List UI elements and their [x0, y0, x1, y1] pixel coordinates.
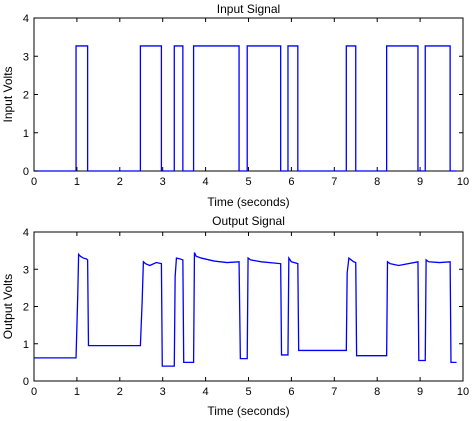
x-tick-label: 5 [245, 176, 251, 188]
x-tick-label: 8 [374, 386, 380, 398]
x-tick-label: 10 [457, 176, 469, 188]
y-tick-label: 2 [23, 302, 29, 314]
x-tick-label: 3 [160, 386, 166, 398]
x-tick-label: 9 [417, 176, 423, 188]
x-tick-label: 2 [117, 386, 123, 398]
plot-area [33, 231, 464, 382]
chart-title: Input Signal [217, 2, 280, 16]
x-tick-label: 8 [374, 176, 380, 188]
x-tick-label: 1 [74, 176, 80, 188]
input-signal-plot: 0 1 2 3 4 5 6 7 8 9 10 0 1 2 3 4 Input Signal Time (secon… [1, 2, 469, 209]
x-tick-label: 4 [203, 176, 209, 188]
x-tick-label: 1 [74, 386, 80, 398]
x-tick-label: 3 [160, 176, 166, 188]
chart-title: Output Signal [212, 214, 285, 228]
y-tick-label: 4 [23, 227, 29, 239]
y-tick-label: 0 [23, 166, 29, 178]
x-tick-label: 6 [288, 176, 294, 188]
x-tick-label: 5 [245, 386, 251, 398]
x-tick-label: 0 [31, 176, 37, 188]
x-tick-label: 7 [331, 176, 337, 188]
plot-area [33, 17, 464, 172]
y-tick-label: 1 [23, 339, 29, 351]
output-signal-plot: 0 1 2 3 4 5 6 7 8 9 10 0 1 2 3 4 Output Signal Time (seco… [1, 214, 469, 418]
y-tick-label: 1 [23, 128, 29, 140]
x-tick-label: 7 [331, 386, 337, 398]
x-axis-label: Time (seconds) [207, 195, 289, 209]
x-tick-label: 4 [203, 386, 209, 398]
x-tick-label: 2 [117, 176, 123, 188]
y-tick-label: 2 [23, 90, 29, 102]
series-line [34, 252, 457, 367]
y-tick-label: 4 [23, 13, 29, 25]
y-tick-label: 0 [23, 376, 29, 388]
x-tick-label: 10 [457, 386, 469, 398]
y-tick-label: 3 [23, 264, 29, 276]
x-axis-label: Time (seconds) [207, 404, 289, 418]
y-axis-label: Output Volts [1, 274, 15, 339]
y-axis-label: Input Volts [1, 66, 15, 122]
x-tick-label: 0 [31, 386, 37, 398]
x-tick-label: 9 [417, 386, 423, 398]
series-line [34, 45, 457, 172]
y-tick-label: 3 [23, 51, 29, 63]
x-tick-label: 6 [288, 386, 294, 398]
